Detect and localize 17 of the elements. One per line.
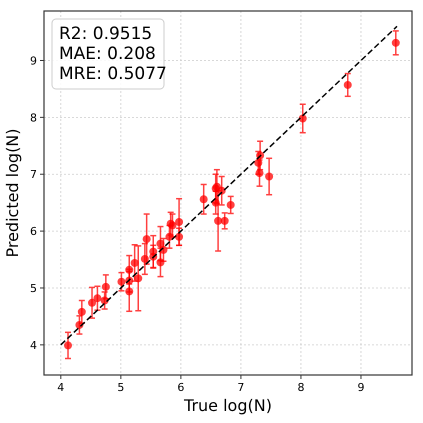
x-tick-label: 6 [177,381,184,394]
annotation: MAE: 0.208 [59,44,156,64]
y-tick-label: 6 [30,225,37,238]
annotation: MRE: 0.5077 [59,64,167,84]
annotation: R2: 0.9515 [59,24,152,44]
x-tick-label: 5 [117,381,124,394]
x-tick-label: 8 [297,381,304,394]
x-tick-label: 9 [357,381,364,394]
y-tick-label: 9 [30,54,37,68]
y-tick-label: 7 [30,168,37,182]
x-tick-label: 7 [237,381,244,394]
y-tick-label: 8 [30,111,37,124]
y-tick-label: 5 [30,282,37,295]
x-axis-title: True log(N) [183,396,272,415]
x-tick-label: 4 [57,381,64,394]
y-axis-title: Predicted log(N) [3,128,22,258]
y-tick-label: 4 [30,338,37,352]
